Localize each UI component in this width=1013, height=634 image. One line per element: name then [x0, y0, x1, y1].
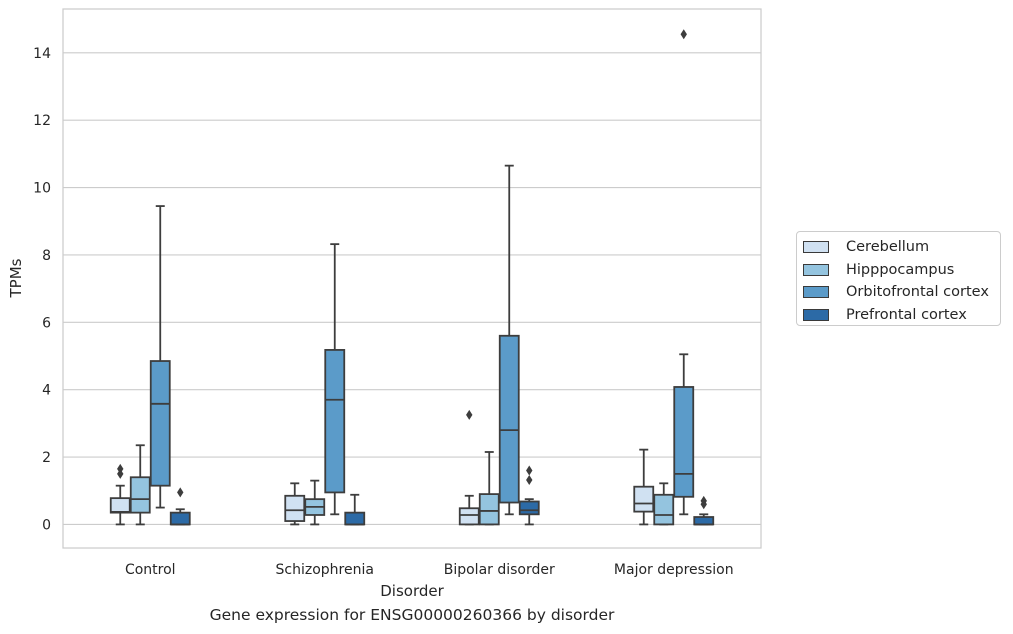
box-prefrontal-cortex-1	[344, 493, 366, 526]
plot-frame	[62, 8, 762, 549]
outlier-point	[117, 468, 124, 479]
x-tick-labels: Control Schizophrenia Bipolar disorder Majo…	[125, 562, 734, 578]
box-hipppocampus-3	[653, 482, 675, 526]
box-iqr	[458, 507, 480, 526]
box-cerebellum-2	[458, 409, 480, 526]
y-tick-label: 4	[42, 383, 51, 399]
y-tick-label: 10	[33, 181, 51, 197]
x-tick-label: Major depression	[614, 562, 734, 578]
box-iqr	[149, 360, 171, 487]
box-prefrontal-cortex-3	[693, 495, 715, 526]
box-iqr	[478, 493, 500, 526]
legend-swatch	[803, 241, 829, 254]
y-tick-label: 14	[33, 46, 51, 62]
outlier-point	[117, 463, 124, 474]
legend: Cerebellum Hipppocampus Orbitofrontal cort…	[796, 231, 1001, 326]
legend-item: Orbitofrontal cortex	[803, 281, 1000, 304]
box-cerebellum-3	[633, 448, 655, 526]
box-orbitofrontal-cortex-2	[498, 164, 520, 516]
box-iqr	[498, 334, 520, 504]
box-orbitofrontal-cortex-0	[149, 205, 171, 509]
box-iqr	[344, 511, 366, 526]
x-tick-label: Schizophrenia	[276, 562, 374, 578]
y-tick-labels: 0 2 4 6 8 10 12 14	[33, 46, 51, 534]
gridlines	[63, 52, 761, 526]
outlier-point	[526, 474, 533, 485]
box-hipppocampus-2	[478, 451, 500, 526]
x-axis-label: Disorder	[380, 582, 444, 600]
box-plots	[109, 29, 715, 526]
y-tick-label: 2	[42, 450, 51, 466]
legend-item: Prefrontal cortex	[803, 304, 1000, 327]
box-iqr	[284, 494, 306, 522]
box-iqr	[693, 516, 715, 526]
outlier-point	[466, 409, 473, 420]
legend-label: Hipppocampus	[846, 261, 955, 278]
y-axis-label: TPMs	[7, 258, 25, 298]
figure-caption: Gene expression for ENSG00000260366 by d…	[209, 606, 615, 624]
legend-label: Cerebellum	[846, 239, 930, 256]
outlier-point	[680, 29, 687, 40]
legend-label: Orbitofrontal cortex	[846, 284, 989, 301]
box-orbitofrontal-cortex-1	[324, 243, 346, 516]
box-iqr	[129, 476, 151, 514]
legend-swatch	[803, 263, 829, 276]
y-tick-label: 12	[33, 113, 51, 129]
box-cerebellum-0	[109, 463, 131, 526]
box-iqr	[673, 386, 695, 498]
box-orbitofrontal-cortex-3	[673, 29, 695, 516]
box-hipppocampus-0	[129, 444, 151, 526]
legend-item: Hipppocampus	[803, 259, 1000, 282]
box-hipppocampus-1	[304, 479, 326, 526]
outlier-point	[700, 495, 707, 506]
legend-item: Cerebellum	[803, 236, 1000, 259]
legend-label: Prefrontal cortex	[846, 306, 967, 323]
legend-swatch	[803, 308, 829, 321]
x-tick-label: Bipolar disorder	[444, 562, 555, 578]
y-tick-label: 6	[42, 315, 51, 331]
box-cerebellum-1	[284, 482, 306, 526]
box-iqr	[518, 500, 540, 516]
box-iqr	[324, 349, 346, 494]
box-iqr	[109, 497, 131, 514]
box-iqr	[653, 493, 675, 526]
box-prefrontal-cortex-2	[518, 465, 540, 526]
y-tick-label: 8	[42, 248, 51, 264]
legend-swatch	[803, 286, 829, 299]
box-iqr	[633, 485, 655, 513]
outlier-point	[177, 487, 184, 498]
x-tick-label: Control	[125, 562, 176, 578]
box-iqr	[169, 511, 191, 526]
y-tick-label: 0	[42, 517, 51, 533]
box-prefrontal-cortex-0	[169, 487, 191, 526]
outlier-point	[526, 465, 533, 476]
